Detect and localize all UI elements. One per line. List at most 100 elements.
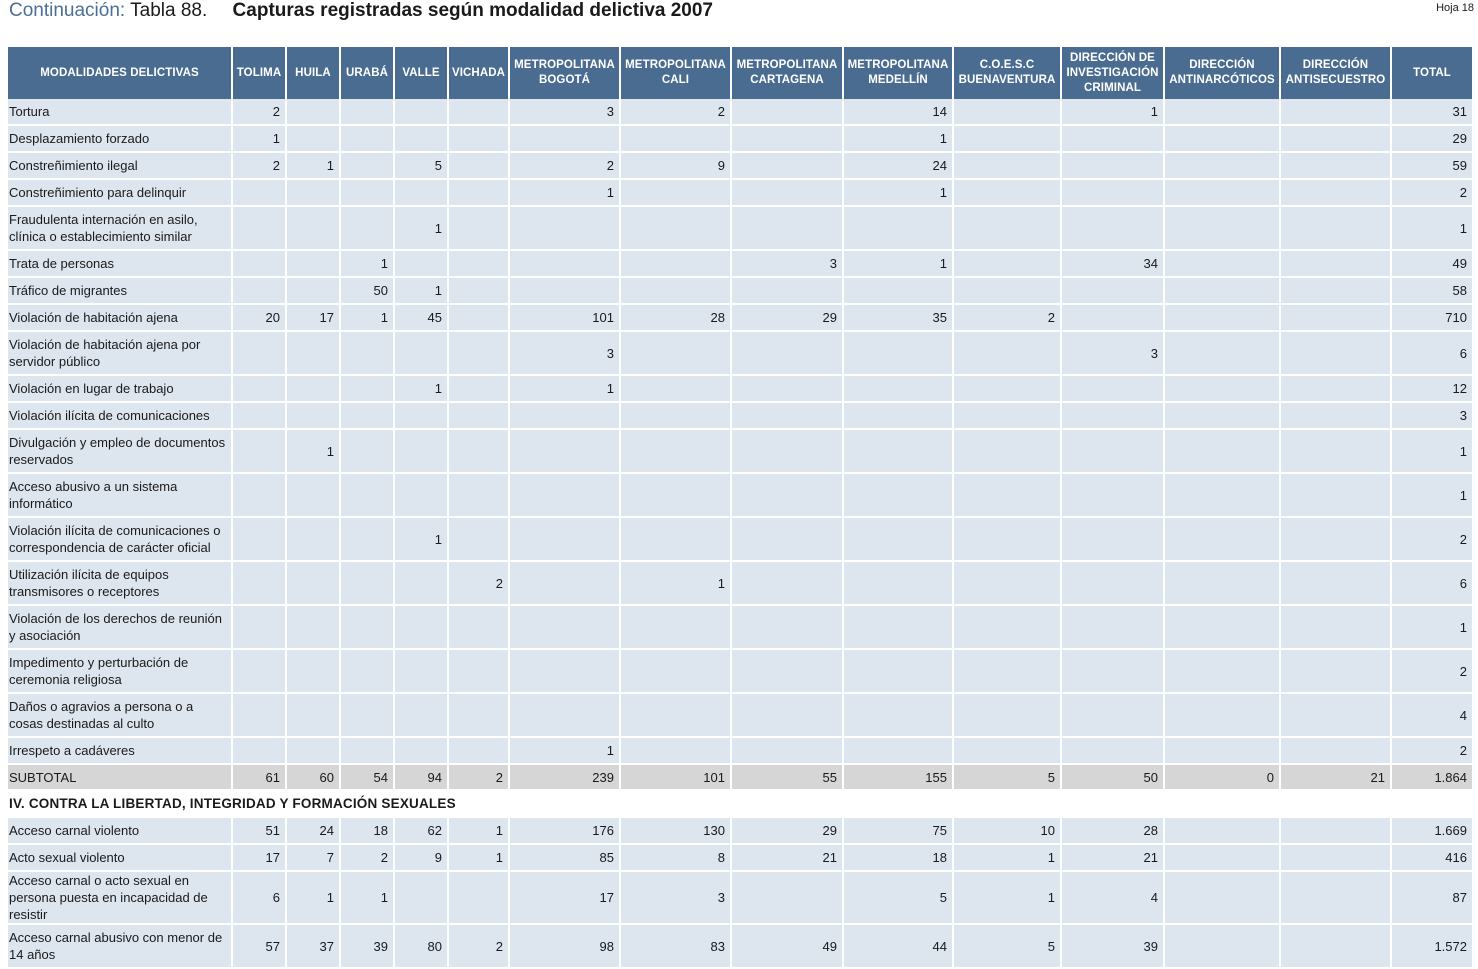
table-cell: 1 — [843, 179, 954, 207]
table-cell — [1061, 517, 1165, 562]
row-label: Acceso carnal o acto sexual en persona p… — [8, 871, 233, 925]
table-cell: 4 — [1061, 871, 1165, 925]
table-cell — [1061, 561, 1165, 606]
table-row: Acceso carnal abusivo con menor de 14 añ… — [8, 924, 1474, 969]
row-label: Tráfico de migrantes — [8, 277, 233, 305]
table-cell: 49 — [1391, 250, 1474, 278]
table-cell: 14 — [843, 99, 954, 126]
table-cell: 24 — [843, 152, 954, 180]
table-cell: 1.864 — [1391, 764, 1474, 791]
table-cell — [340, 649, 395, 694]
table-cell — [448, 304, 510, 332]
table-row: Impedimento y perturbación de ceremonia … — [8, 649, 1474, 694]
table-cell: 2 — [953, 304, 1062, 332]
table-cell — [232, 517, 287, 562]
table-cell — [1061, 402, 1165, 430]
table-cell: 54 — [340, 764, 395, 791]
table-cell — [232, 179, 287, 207]
table-cell: 155 — [843, 764, 954, 791]
table-cell — [731, 693, 844, 738]
table-cell: 6 — [232, 871, 287, 925]
table-cell: 1 — [286, 871, 341, 925]
table-cell — [1061, 693, 1165, 738]
table-cell — [953, 206, 1062, 251]
table-cell — [286, 561, 341, 606]
table-cell: 45 — [394, 304, 449, 332]
table-cell — [1061, 277, 1165, 305]
table-cell: 5 — [953, 764, 1062, 791]
table-cell — [843, 206, 954, 251]
table-cell — [1280, 517, 1392, 562]
table-cell — [731, 99, 844, 126]
table-cell: 8 — [620, 844, 732, 872]
table-cell: 17 — [509, 871, 621, 925]
table-cell: 49 — [731, 924, 844, 969]
table-cell: 1 — [394, 206, 449, 251]
table-cell — [340, 179, 395, 207]
table-cell: 5 — [953, 924, 1062, 969]
table-cell — [448, 871, 510, 925]
subtotal-row: SUBTOTAL 61 60 54 94 2 239 101 55 155 5 50 0 21 1.864 — [8, 764, 1474, 791]
table-cell: 1 — [232, 125, 287, 153]
table-cell — [448, 375, 510, 403]
table-cell — [731, 179, 844, 207]
table-cell: 1 — [340, 250, 395, 278]
table-cell — [340, 737, 395, 765]
table-cell — [232, 737, 287, 765]
table-cell — [509, 277, 621, 305]
table-cell: 60 — [286, 764, 341, 791]
table-cell: 1 — [448, 844, 510, 872]
table-cell — [731, 125, 844, 153]
table-row: Violación de los derechos de reunión y a… — [8, 605, 1474, 650]
table-cell — [1280, 737, 1392, 765]
table-cell — [509, 649, 621, 694]
table-cell — [1280, 605, 1392, 650]
table-cell: 83 — [620, 924, 732, 969]
table-cell: 1 — [394, 277, 449, 305]
table-cell — [1280, 206, 1392, 251]
table-cell — [448, 99, 510, 126]
column-header: METROPOLITANA MEDELLÍN — [843, 47, 954, 99]
table-cell — [953, 152, 1062, 180]
table-cell: 18 — [340, 817, 395, 845]
table-cell — [448, 206, 510, 251]
table-cell — [1061, 179, 1165, 207]
table-cell: 39 — [1061, 924, 1165, 969]
column-header: METROPOLITANA CALI — [620, 47, 732, 99]
table-cell — [394, 561, 449, 606]
table-cell: 1 — [1391, 605, 1474, 650]
table-cell: 34 — [1061, 250, 1165, 278]
table-cell — [1164, 402, 1281, 430]
table-cell — [394, 402, 449, 430]
table-row: Acceso abusivo a un sistema informático 1 — [8, 473, 1474, 518]
table-cell: 1 — [509, 737, 621, 765]
table-cell — [448, 152, 510, 180]
table-cell — [953, 517, 1062, 562]
table-cell — [1164, 304, 1281, 332]
table-cell — [1164, 844, 1281, 872]
row-label: Violación de los derechos de reunión y a… — [8, 605, 233, 650]
table-cell: 24 — [286, 817, 341, 845]
table-cell: 87 — [1391, 871, 1474, 925]
section-title: IV. CONTRA LA LIBERTAD, INTEGRIDAD Y FOR… — [8, 790, 1474, 818]
row-label: Constreñimiento para delinquir — [8, 179, 233, 207]
table-cell — [286, 250, 341, 278]
table-cell — [394, 125, 449, 153]
table-cell — [509, 206, 621, 251]
table-cell — [286, 605, 341, 650]
table-cell — [731, 605, 844, 650]
column-header: HUILA — [286, 47, 341, 99]
table-cell: 12 — [1391, 375, 1474, 403]
table-cell — [620, 125, 732, 153]
table-cell — [953, 331, 1062, 376]
table-cell — [1164, 649, 1281, 694]
table-cell: 1 — [843, 250, 954, 278]
page-title: Continuación: Tabla 88. Capturas registr… — [9, 0, 713, 26]
table-cell — [953, 737, 1062, 765]
table-cell — [620, 605, 732, 650]
table-cell — [1164, 605, 1281, 650]
table-cell — [620, 473, 732, 518]
table-row: Acceso carnal violento 51 24 18 62 1 176 130 29 7… — [8, 817, 1474, 845]
table-row: Constreñimiento ilegal 2 1 5 2 9 24 59 — [8, 152, 1474, 180]
table-cell — [394, 179, 449, 207]
